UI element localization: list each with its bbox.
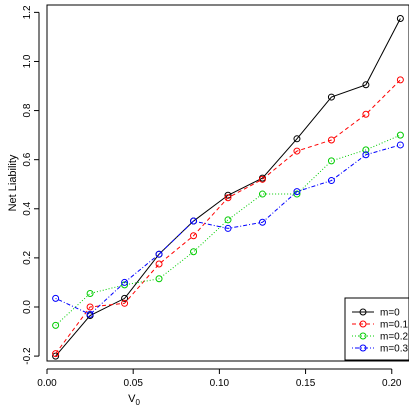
x-axis-title-subscript: 0 (135, 398, 140, 407)
y-tick-label: 0.0 (22, 300, 33, 314)
legend: m=0m=0.1m=0.2m=0.3 (344, 297, 409, 361)
legend-box (344, 297, 409, 361)
data-point (121, 294, 129, 302)
legend-label: m=0.2 (380, 332, 409, 343)
data-point (258, 175, 266, 183)
data-point (155, 275, 163, 283)
data-point (396, 141, 404, 149)
series-m=0.1 (52, 76, 404, 358)
y-tick-label: 1.0 (22, 54, 33, 68)
data-point (327, 177, 335, 185)
x-tick-label: 0.05 (123, 378, 143, 389)
data-point (362, 151, 370, 159)
plot-box (46, 4, 409, 362)
series-layer (52, 15, 404, 360)
y-tick-label: 0.6 (22, 152, 33, 166)
data-point (121, 299, 129, 307)
series-line (55, 79, 401, 354)
y-tick-label: 0.4 (22, 201, 33, 215)
data-point (52, 294, 60, 302)
data-point (155, 260, 163, 268)
y-axis: -0.2 0.0 0.2 0.4 0.6 0.8 1.0 1.2 (22, 5, 40, 365)
data-point (86, 303, 94, 311)
data-point (190, 217, 198, 225)
legend-marker (359, 308, 367, 316)
data-point (52, 350, 60, 358)
data-point (396, 131, 404, 139)
legend-marker (359, 320, 367, 328)
x-axis-title: V0 (128, 393, 140, 407)
legend-label: m=0.1 (380, 320, 409, 331)
y-axis-title: Net Liability (7, 154, 19, 211)
x-tick-label: 0.20 (382, 378, 402, 389)
series-line (55, 18, 401, 357)
data-point (293, 147, 301, 155)
x-tick-label: 0.15 (296, 378, 316, 389)
y-tick-label: -0.2 (22, 347, 33, 365)
legend-label: m=0 (380, 308, 400, 319)
data-point (224, 216, 232, 224)
y-tick-label: 0.2 (22, 250, 33, 264)
data-point (258, 218, 266, 226)
data-point (190, 232, 198, 240)
y-tick-label: 1.2 (22, 5, 33, 19)
data-point (362, 146, 370, 154)
data-point (293, 135, 301, 143)
data-point (362, 110, 370, 118)
data-point (224, 224, 232, 232)
data-point (327, 157, 335, 165)
data-point (155, 250, 163, 258)
data-point (293, 190, 301, 198)
data-point (293, 188, 301, 196)
legend-marker (359, 344, 367, 352)
y-tick-label: 0.8 (22, 103, 33, 117)
series-line (55, 134, 401, 326)
data-point (224, 194, 232, 202)
data-point (396, 76, 404, 84)
data-point (190, 248, 198, 256)
data-point (86, 310, 94, 318)
data-point (121, 278, 129, 286)
data-point (52, 321, 60, 329)
data-point (86, 289, 94, 297)
x-axis: 0.00 0.05 0.10 0.15 0.20 (37, 368, 402, 389)
x-tick-label: 0.10 (210, 378, 230, 389)
series-m=0.3 (52, 141, 404, 318)
x-tick-label: 0.00 (37, 378, 57, 389)
legend-label: m=0.3 (380, 344, 409, 355)
data-point (327, 93, 335, 101)
legend-marker (359, 332, 367, 340)
x-axis-title-main: V (128, 393, 136, 405)
data-point (362, 81, 370, 89)
series-line (55, 144, 401, 315)
data-point (396, 15, 404, 23)
data-point (258, 190, 266, 198)
data-point (327, 136, 335, 144)
